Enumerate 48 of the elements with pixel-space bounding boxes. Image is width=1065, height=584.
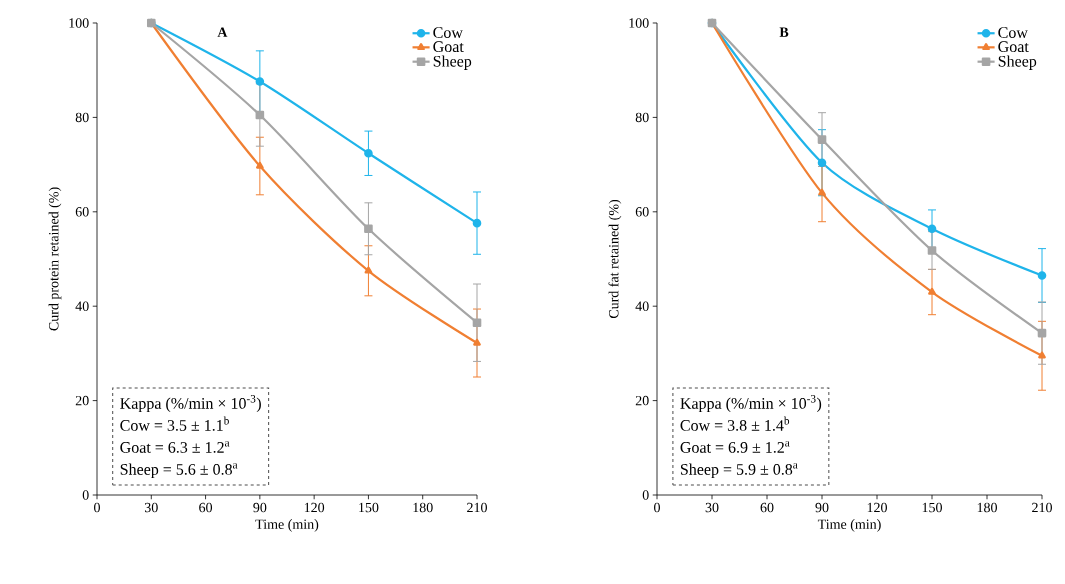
legend-label: Cow (433, 27, 463, 38)
y-tick-label: 40 (635, 301, 649, 311)
x-tick-label: 120 (304, 502, 325, 513)
legend-label: Goat (433, 41, 464, 53)
x-tick-label: 150 (922, 502, 942, 513)
annotation: Kappa (%/min × 10$^{-3}$) (120, 394, 261, 413)
chart-title: A (217, 27, 228, 37)
legend-label: Goat (998, 41, 1029, 53)
legend-label: Sheep (433, 55, 472, 70)
y-tick-label: 80 (75, 112, 89, 123)
x-axis-title: Time (min) (817, 519, 881, 532)
x-axis-title: Time (min) (255, 519, 319, 532)
x-tick-label: 90 (815, 502, 829, 513)
x-tick-label: 60 (760, 502, 774, 513)
y-tick-label: 20 (75, 395, 89, 406)
x-tick-label: 30 (144, 502, 158, 513)
chart-title: B (779, 27, 789, 37)
y-axis-title: Curd protein retained (%) (48, 187, 62, 331)
x-tick-label: 30 (705, 502, 719, 513)
y-tick-label: 60 (75, 207, 89, 217)
y-tick-label: 0 (82, 490, 89, 500)
y-tick-label: 100 (69, 18, 89, 28)
y-tick-label: 100 (629, 18, 649, 28)
annotation: Sheep = 5.9 ± 0.8$^{a}$ (680, 463, 798, 479)
y-axis-title: Curd fat retained (%) (608, 199, 622, 319)
x-tick-label: 0 (94, 502, 100, 513)
x-tick-label: 0 (654, 502, 660, 513)
annotation: Sheep = 5.6 ± 0.8$^{a}$ (120, 463, 238, 479)
x-tick-label: 60 (199, 502, 213, 513)
legend-label: Cow (998, 27, 1028, 38)
x-tick-label: 210 (467, 502, 487, 513)
y-tick-label: 40 (75, 301, 89, 311)
y-tick-label: 0 (642, 490, 649, 500)
annotation: Goat = 6.3 ± 1.2$^{a}$ (120, 441, 230, 453)
x-tick-label: 150 (359, 502, 379, 513)
y-tick-label: 80 (635, 112, 649, 123)
annotation: Kappa (%/min × 10$^{-3}$) (680, 394, 822, 413)
y-tick-label: 20 (635, 395, 649, 406)
annotation: Cow = 3.8 ± 1.4$^{b}$ (680, 416, 790, 431)
x-tick-label: 120 (867, 502, 887, 513)
x-tick-label: 210 (1032, 502, 1052, 513)
x-tick-label: 180 (413, 502, 433, 513)
annotation: Goat = 6.9 ± 1.2$^{a}$ (680, 441, 790, 453)
x-tick-label: 180 (977, 502, 997, 513)
y-tick-label: 60 (635, 207, 649, 217)
x-tick-label: 90 (253, 502, 267, 513)
annotation: Cow = 3.5 ± 1.1$^{b}$ (120, 416, 229, 431)
legend-label: Sheep (998, 55, 1037, 70)
